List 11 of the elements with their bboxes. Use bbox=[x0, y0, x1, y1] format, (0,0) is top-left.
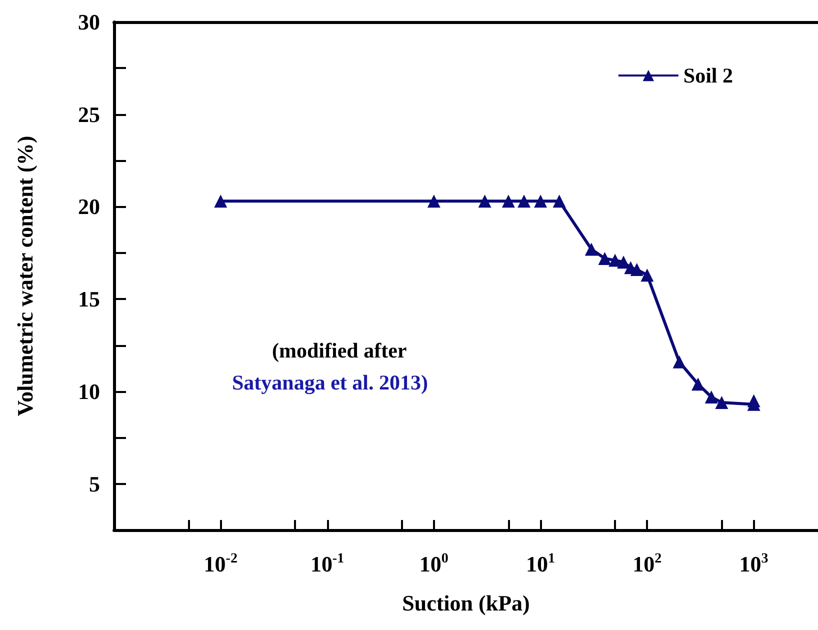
y-tick-label: 5 bbox=[89, 471, 100, 496]
y-tick-label: 15 bbox=[78, 286, 100, 312]
annotation: (modified after bbox=[272, 338, 407, 362]
y-tick-label: 20 bbox=[78, 194, 100, 220]
y-axis-title: Volumetric water content (%) bbox=[12, 136, 38, 416]
y-tick-label: 30 bbox=[78, 10, 100, 34]
y-tick-label: 10 bbox=[78, 378, 100, 404]
annotation: Satyanaga et al. 2013) bbox=[232, 370, 428, 394]
y-tick-label: 25 bbox=[78, 102, 100, 127]
legend-label: Soil 2 bbox=[683, 64, 734, 88]
x-axis-title: Suction (kPa) bbox=[402, 590, 530, 616]
